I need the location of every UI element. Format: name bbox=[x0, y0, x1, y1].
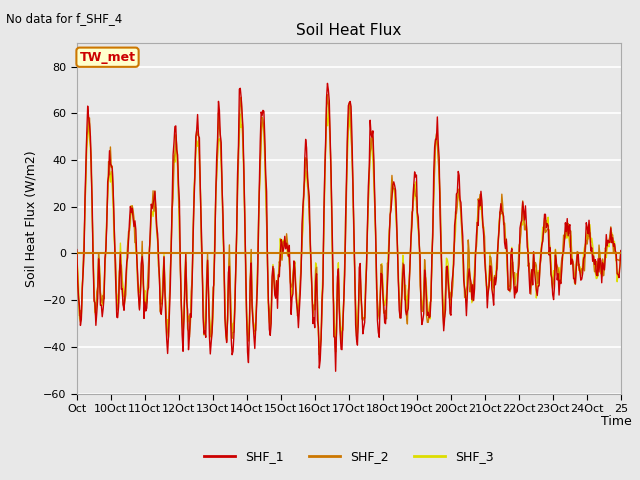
Legend: SHF_1, SHF_2, SHF_3: SHF_1, SHF_2, SHF_3 bbox=[199, 445, 499, 468]
Text: No data for f_SHF_4: No data for f_SHF_4 bbox=[6, 12, 123, 25]
Y-axis label: Soil Heat Flux (W/m2): Soil Heat Flux (W/m2) bbox=[24, 150, 37, 287]
Title: Soil Heat Flux: Soil Heat Flux bbox=[296, 23, 401, 38]
Text: TW_met: TW_met bbox=[79, 51, 136, 64]
X-axis label: Time: Time bbox=[601, 415, 632, 428]
